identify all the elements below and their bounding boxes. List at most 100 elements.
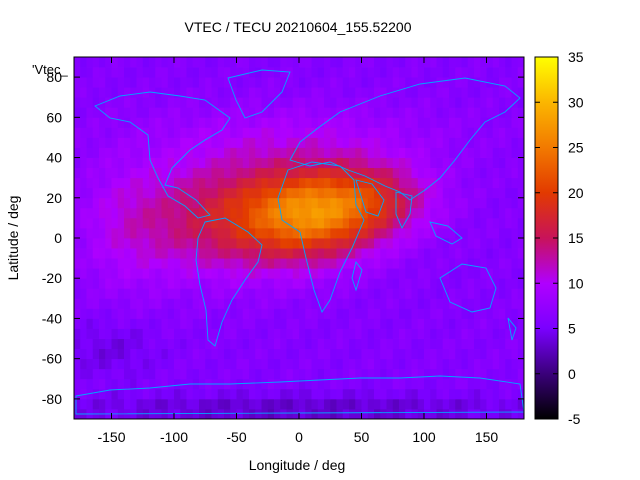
heatmap-cell <box>224 137 231 148</box>
heatmap-cell <box>399 248 406 259</box>
heatmap-cell <box>267 57 275 68</box>
heatmap-cell <box>292 308 300 319</box>
heatmap-cell <box>380 227 387 239</box>
heatmap-cell <box>224 177 231 189</box>
heatmap-cell <box>117 358 125 370</box>
heatmap-cell <box>511 388 519 400</box>
heatmap-cell <box>311 137 319 148</box>
heatmap-cell <box>355 197 362 209</box>
heatmap-cell <box>280 298 287 309</box>
heatmap-cell <box>224 368 231 380</box>
heatmap-cell <box>217 157 225 169</box>
heatmap-cell <box>199 398 206 410</box>
heatmap-cell <box>417 107 425 118</box>
heatmap-cell <box>199 207 206 219</box>
heatmap-cell <box>355 388 362 400</box>
heatmap-cell <box>424 227 431 239</box>
heatmap-cell <box>399 348 406 360</box>
heatmap-cell <box>324 338 331 350</box>
heatmap-cell <box>86 97 94 108</box>
heatmap-cell <box>517 328 524 339</box>
heatmap-cell <box>224 248 231 259</box>
heatmap-cell <box>192 147 200 158</box>
heatmap-cell <box>161 107 169 118</box>
heatmap-cell <box>467 77 475 88</box>
heatmap-cell <box>280 107 287 118</box>
heatmap-cell <box>455 338 462 350</box>
heatmap-cell <box>149 248 156 259</box>
coastline-north-america <box>94 91 231 219</box>
heatmap-cell <box>399 328 406 339</box>
heatmap-cell <box>449 338 456 350</box>
heatmap-cell <box>417 217 425 229</box>
heatmap-cell <box>499 328 506 339</box>
heatmap-cell <box>386 408 394 419</box>
heatmap-cell <box>505 358 512 370</box>
heatmap-cell <box>305 318 312 329</box>
heatmap-cell <box>492 87 500 98</box>
heatmap-cell <box>280 278 287 289</box>
heatmap-cell <box>174 238 181 249</box>
heatmap-cell <box>392 97 400 108</box>
heatmap-cell <box>236 398 244 410</box>
heatmap-cell <box>324 217 331 229</box>
heatmap-cell <box>399 388 406 400</box>
heatmap-cell <box>455 197 462 209</box>
heatmap-cell <box>180 348 187 360</box>
heatmap-cell <box>336 368 344 380</box>
heatmap-cell <box>424 77 431 88</box>
heatmap-cell <box>330 358 337 370</box>
heatmap-cell <box>392 147 400 158</box>
heatmap-cell <box>136 358 144 370</box>
heatmap-cell <box>411 308 419 319</box>
heatmap-cell <box>286 77 294 88</box>
heatmap-cell <box>461 318 469 329</box>
heatmap-cell <box>442 57 450 68</box>
heatmap-cell <box>136 298 144 309</box>
heatmap-cell <box>330 288 337 299</box>
heatmap-cell <box>299 177 306 189</box>
heatmap-cell <box>286 238 294 249</box>
heatmap-cell <box>480 197 487 209</box>
heatmap-cell <box>392 217 400 229</box>
heatmap-cell <box>180 308 187 319</box>
heatmap-cell <box>317 217 325 229</box>
heatmap-cell <box>117 258 125 269</box>
heatmap-cell <box>261 338 269 350</box>
heatmap-cell <box>217 268 225 279</box>
heatmap-cell <box>374 137 381 148</box>
heatmap-cell <box>224 157 231 169</box>
heatmap-cell <box>280 227 287 239</box>
heatmap-cell <box>286 197 294 209</box>
heatmap-cell <box>411 57 419 68</box>
heatmap-cell <box>192 258 200 269</box>
heatmap-cell <box>186 167 194 179</box>
heatmap-cell <box>286 137 294 148</box>
heatmap-cell <box>474 358 481 370</box>
heatmap-cell <box>405 248 412 259</box>
heatmap-cell <box>330 67 337 78</box>
heatmap-cell <box>311 248 319 259</box>
heatmap-cell <box>367 117 375 128</box>
heatmap-cell <box>192 117 200 128</box>
heatmap-cell <box>274 127 281 138</box>
heatmap-cell <box>436 308 444 319</box>
heatmap-cell <box>461 207 469 219</box>
heatmap-cell <box>474 248 481 259</box>
heatmap-cell <box>280 147 287 158</box>
heatmap-cell <box>161 117 169 128</box>
heatmap-cell <box>136 107 144 118</box>
heatmap-cell <box>117 398 125 410</box>
heatmap-cell <box>411 227 419 239</box>
heatmap-cell <box>436 298 444 309</box>
heatmap-cell <box>317 127 325 138</box>
heatmap-cell <box>205 348 212 360</box>
heatmap-cell <box>349 97 356 108</box>
heatmap-cell <box>155 227 162 239</box>
heatmap-cell <box>374 117 381 128</box>
heatmap-cell <box>99 268 106 279</box>
heatmap-cell <box>411 328 419 339</box>
heatmap-cell <box>280 127 287 138</box>
heatmap-cell <box>136 328 144 339</box>
heatmap-cell <box>286 127 294 138</box>
